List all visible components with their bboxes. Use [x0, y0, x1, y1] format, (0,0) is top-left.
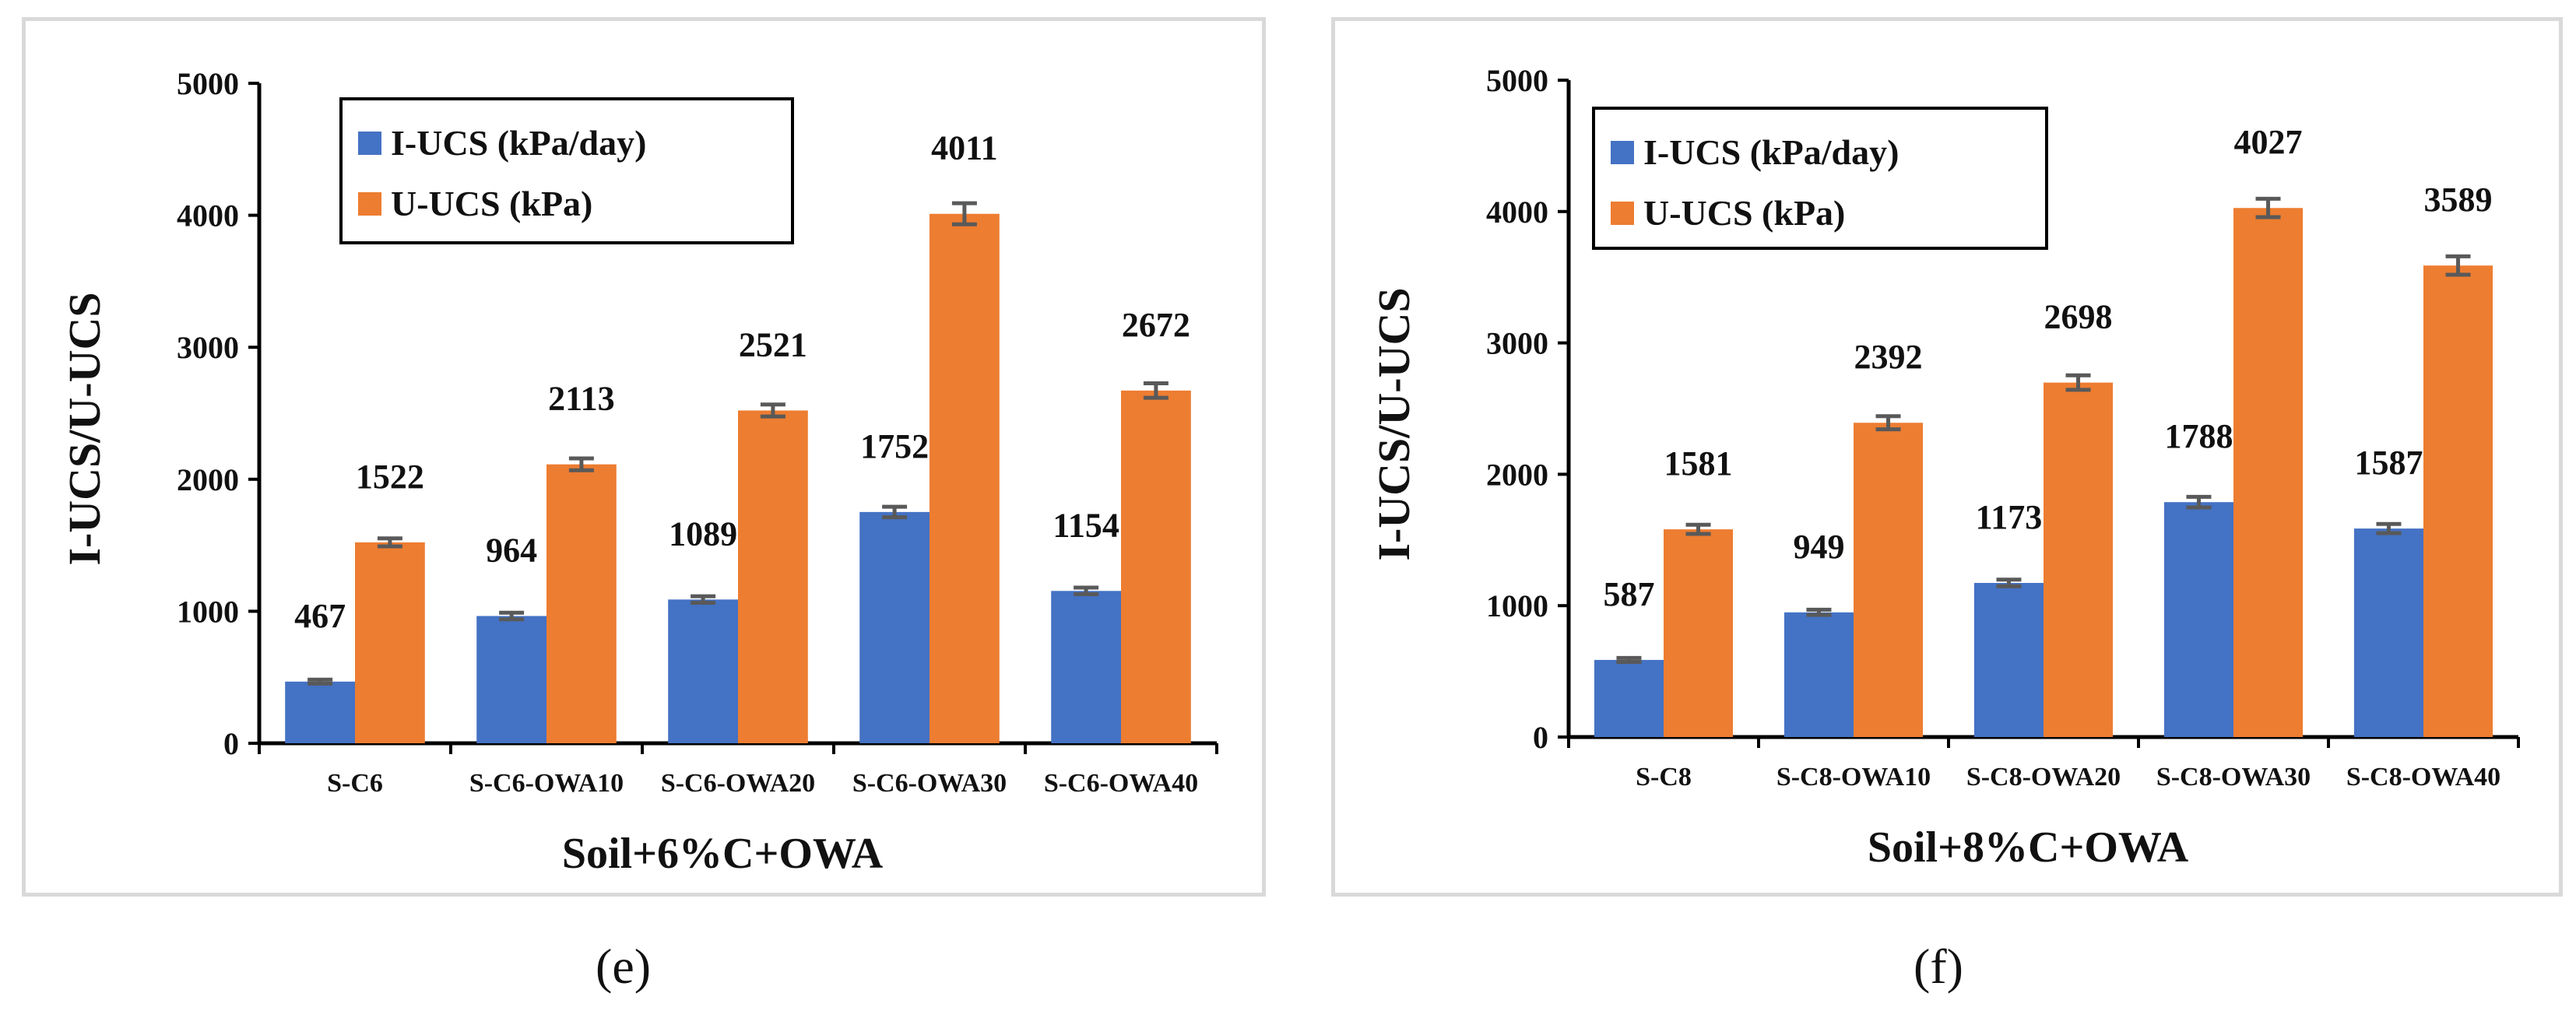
x-tick-label: S-C6-OWA30 [852, 769, 1007, 798]
x-axis-title: Soil+6%C+OWA [562, 830, 884, 878]
x-tick-label: S-C8-OWA30 [2156, 763, 2311, 792]
data-label: 1089 [669, 514, 737, 553]
chart-panel-f: 0 1000 2000 3000 4000 5000 587 949 1173 1788 1587 1… [1331, 17, 2563, 897]
bar-u-ucs [2233, 208, 2304, 737]
data-label: 2113 [548, 380, 615, 418]
y-axis-title: I-UCS/U-UCS [1369, 287, 1419, 560]
legend-label: I-UCS (kPa/day) [1643, 132, 1899, 172]
data-label: 2521 [739, 325, 807, 363]
legend-swatch [1611, 202, 1634, 225]
y-tick-label: 4000 [177, 198, 239, 233]
x-tick-label: S-C6-OWA20 [661, 769, 815, 798]
legend-swatch [1611, 141, 1634, 164]
x-tick-label: S-C8-OWA40 [2346, 763, 2500, 792]
bar-u-ucs [355, 542, 425, 743]
x-tick-label: S-C6 [327, 769, 383, 798]
bar-i-ucs [1784, 612, 1854, 737]
bar-u-ucs [546, 464, 617, 743]
data-label: 1587 [2354, 444, 2423, 482]
y-tick-label: 3000 [1486, 326, 1548, 361]
chart-f: 0 1000 2000 3000 4000 5000 587 949 1173 1788 1587 1… [1369, 63, 2520, 872]
y-tick-label: 0 [1533, 720, 1548, 755]
bar-i-ucs [1051, 591, 1121, 743]
data-label: 1752 [860, 427, 929, 465]
bar-i-ucs [668, 599, 738, 743]
data-label: 1154 [1053, 506, 1119, 544]
y-tick-label: 4000 [1486, 195, 1548, 230]
bar-u-ucs [2423, 265, 2493, 738]
bar-i-ucs [1594, 659, 1664, 737]
data-label: 949 [1793, 528, 1844, 566]
data-label: 1788 [2164, 417, 2233, 455]
x-tick-label: S-C6-OWA40 [1044, 769, 1198, 798]
y-tick-label: 1000 [1486, 588, 1548, 623]
caption-f: (f) [1914, 939, 1963, 994]
legend-box [1592, 107, 2048, 250]
x-tick-label: S-C8-OWA20 [1966, 763, 2121, 792]
y-tick-label: 0 [223, 726, 239, 761]
x-tick-label: S-C8 [1636, 763, 1692, 792]
data-label: 587 [1603, 575, 1654, 613]
bar-u-ucs [2044, 382, 2114, 737]
legend-swatch [358, 132, 381, 155]
chart-panel-e: 0 1000 2000 3000 4000 5000 467 964 1089 1752 1154 1… [22, 17, 1266, 897]
chart-e: 0 1000 2000 3000 4000 5000 467 964 1089 1752 1154 1… [59, 66, 1218, 878]
bar-i-ucs [859, 511, 930, 743]
bar-i-ucs [2353, 528, 2423, 737]
legend-swatch [358, 192, 381, 216]
y-tick-label: 2000 [177, 462, 239, 497]
y-tick-label: 2000 [1486, 457, 1548, 492]
bar-u-ucs [1121, 390, 1191, 743]
data-label: 2672 [1122, 306, 1190, 344]
x-tick-label: S-C6-OWA10 [469, 769, 624, 798]
bar-u-ucs [738, 410, 808, 743]
bar-u-ucs [1664, 529, 1734, 737]
y-tick-label: 5000 [1486, 63, 1548, 98]
bar-i-ucs [285, 681, 355, 743]
data-label: 964 [486, 532, 537, 570]
y-axis-title: I-UCS/U-UCS [59, 292, 110, 565]
bar-i-ucs [2163, 502, 2233, 737]
bar-u-ucs [930, 213, 1000, 744]
legend-box [339, 97, 794, 244]
data-label: 2698 [2044, 298, 2113, 336]
x-tick-label: S-C8-OWA10 [1776, 763, 1931, 792]
data-label: 1522 [356, 458, 424, 496]
y-tick-label: 1000 [177, 594, 239, 629]
legend-label: U-UCS (kPa) [391, 184, 592, 223]
legend-label: U-UCS (kPa) [1643, 193, 1845, 233]
data-label: 4011 [931, 129, 998, 167]
x-axis-title: Soil+8%C+OWA [1868, 823, 2189, 872]
data-label: 1173 [1976, 498, 2043, 536]
bar-i-ucs [476, 616, 546, 743]
y-tick-label: 5000 [177, 66, 239, 101]
bar-i-ucs [1973, 582, 2044, 737]
bar-u-ucs [1854, 423, 1924, 737]
caption-e: (e) [596, 939, 652, 994]
data-label: 4027 [2234, 123, 2303, 161]
legend-label: I-UCS (kPa/day) [391, 123, 646, 163]
y-tick-label: 3000 [177, 330, 239, 365]
data-label: 2392 [1854, 338, 1923, 376]
data-label: 3589 [2424, 181, 2493, 219]
data-label: 1581 [1664, 444, 1733, 483]
data-label: 467 [294, 597, 346, 635]
